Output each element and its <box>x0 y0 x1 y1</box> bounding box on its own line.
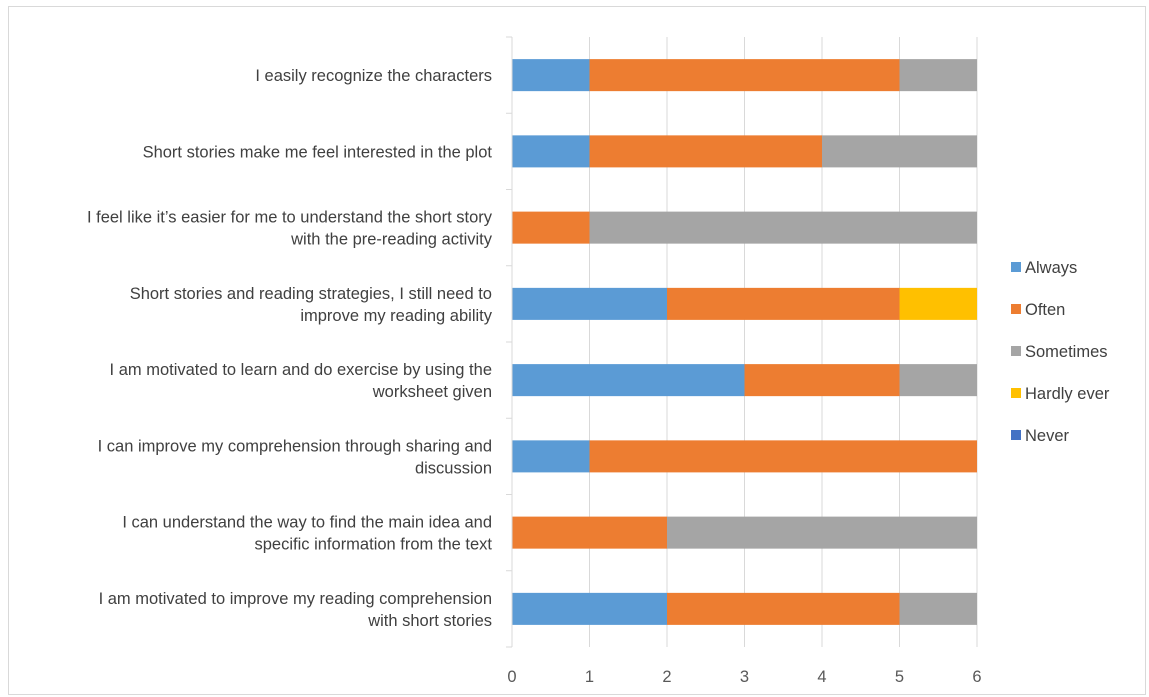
legend-label: Sometimes <box>1025 343 1108 361</box>
chart-frame: I am motivated to improve my reading com… <box>8 6 1146 695</box>
bar-segment-often <box>512 211 590 244</box>
x-tick-label: 5 <box>895 668 904 686</box>
bar-segment-often <box>667 592 900 625</box>
bar-segment-hardly-ever <box>899 287 977 320</box>
axes <box>506 36 513 648</box>
bar-segment-often <box>667 287 900 320</box>
bar-segment-always <box>512 59 590 92</box>
bar-segment-always <box>512 592 667 625</box>
category-label: I can improve my comprehension through s… <box>98 437 492 477</box>
category-labels: I am motivated to improve my reading com… <box>87 67 493 630</box>
x-tick-label: 6 <box>972 668 981 686</box>
bar-segment-sometimes <box>822 135 977 168</box>
bar-segment-often <box>589 440 977 473</box>
bar-segment-sometimes <box>899 364 977 397</box>
x-tick-label: 0 <box>507 668 516 686</box>
category-label: I can understand the way to find the mai… <box>122 514 492 554</box>
bar-segment-often <box>744 364 900 397</box>
bar-segment-always <box>512 135 590 168</box>
category-label: I am motivated to learn and do exercise … <box>110 361 492 401</box>
x-tick-labels: 0 1 2 3 4 5 6 <box>507 668 981 686</box>
legend-label: Often <box>1025 301 1065 319</box>
legend-swatch-always <box>1011 262 1021 272</box>
x-tick-label: 3 <box>740 668 749 686</box>
bar-segment-sometimes <box>899 592 977 625</box>
bar-segment-often <box>589 135 822 168</box>
bar-segment-sometimes <box>667 516 977 549</box>
bar-segment-sometimes <box>589 211 977 244</box>
x-tick-label: 4 <box>817 668 826 686</box>
bar-segment-always <box>512 440 590 473</box>
stacked-bar-chart: I am motivated to improve my reading com… <box>87 36 1110 686</box>
bar-segment-always <box>512 287 667 320</box>
legend-label: Hardly ever <box>1025 385 1110 403</box>
legend-label: Always <box>1025 259 1077 277</box>
x-tick-label: 2 <box>662 668 671 686</box>
legend-label: Never <box>1025 427 1070 445</box>
legend: Always Often Sometimes Hardly ever Never <box>1011 259 1110 445</box>
legend-swatch-sometimes <box>1011 346 1021 356</box>
legend-swatch-hardly-ever <box>1011 388 1021 398</box>
category-label: I easily recognize the characters <box>255 67 492 85</box>
x-tick-label: 1 <box>585 668 594 686</box>
category-label: Short stories and reading strategies, I … <box>130 285 493 325</box>
legend-swatch-never <box>1011 430 1021 440</box>
bar-segment-often <box>589 59 900 92</box>
bar-segment-often <box>512 516 667 549</box>
category-label: I feel like it’s easier for me to unders… <box>87 209 493 249</box>
bar-segment-sometimes <box>899 59 977 92</box>
category-label: I am motivated to improve my reading com… <box>99 590 492 630</box>
bar-segment-always <box>512 364 745 397</box>
legend-swatch-often <box>1011 304 1021 314</box>
category-label: Short stories make me feel interested in… <box>143 143 493 161</box>
bars <box>512 59 977 625</box>
gridlines <box>511 37 978 647</box>
